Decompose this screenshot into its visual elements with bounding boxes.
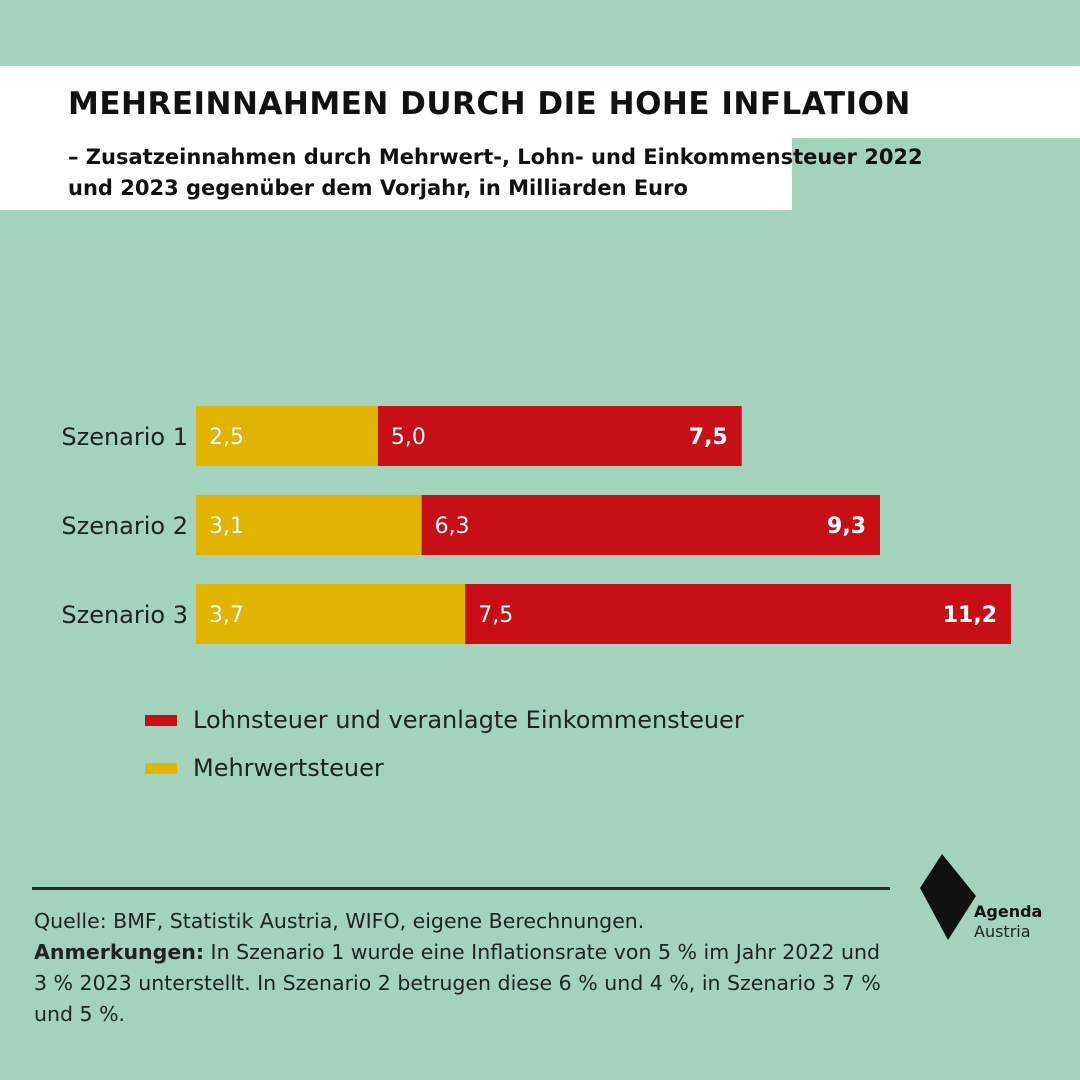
chart-subtitle: – Zusatzeinnahmen durch Mehrwert-, Lohn-… <box>68 145 923 200</box>
legend-item-lohnsteuer: Lohnsteuer und veranlagte Einkommensteue… <box>145 696 744 744</box>
total-label-szenario-3: 11,2 <box>943 603 997 628</box>
bar-mehrwertsteuer-szenario-2 <box>196 495 422 555</box>
bar-mehrwertsteuer-szenario-3 <box>196 584 466 644</box>
bar-lohnsteuer-und-veranlagte-einkommensteuer-szenario-1 <box>377 406 742 466</box>
logo-text-austria: Austria <box>974 922 1031 941</box>
legend-swatch-mehrwertsteuer <box>145 762 177 774</box>
category-label-szenario-2: Szenario 2 <box>61 512 188 540</box>
remarks-label: Anmerkungen: <box>34 940 205 964</box>
bar-lohnsteuer-und-veranlagte-einkommensteuer-szenario-3 <box>465 584 1011 644</box>
chart-title: MEHREINNAHMEN DURCH DIE HOHE INFLATION <box>68 86 911 122</box>
data-label-mehrwertsteuer-szenario-2: 3,1 <box>209 514 244 539</box>
bar-mehrwertsteuer-szenario-1 <box>196 406 378 466</box>
legend-label-mehrwertsteuer: Mehrwertsteuer <box>193 754 384 782</box>
total-label-szenario-2: 9,3 <box>827 514 866 539</box>
legend-swatch-lohnsteuer <box>145 714 177 726</box>
agenda-austria-logo: Agenda Austria <box>918 852 1058 948</box>
divider <box>32 887 890 890</box>
subtitle-banner <box>0 138 792 210</box>
category-label-szenario-1: Szenario 1 <box>61 423 188 451</box>
footer-notes: Quelle: BMF, Statistik Austria, WIFO, ei… <box>34 906 894 1030</box>
data-label-mehrwertsteuer-szenario-3: 3,7 <box>209 603 244 628</box>
chart-legend: Lohnsteuer und veranlagte Einkommensteue… <box>145 696 744 792</box>
logo-text-agenda: Agenda <box>974 902 1043 921</box>
bar-lohnsteuer-und-veranlagte-einkommensteuer-szenario-2 <box>421 495 881 555</box>
remarks-text: In Szenario 1 wurde eine Inflationsrate … <box>34 940 881 1026</box>
category-label-szenario-3: Szenario 3 <box>61 601 188 629</box>
total-label-szenario-1: 7,5 <box>689 425 728 450</box>
remarks-note: Anmerkungen: In Szenario 1 wurde eine In… <box>34 937 894 1030</box>
stacked-bar-chart: Szenario 1 2,5 5,0 7,5 Szenario 2 3,1 6,3 9,3 Sz… <box>61 406 1011 644</box>
data-label-mehrwertsteuer-szenario-1: 2,5 <box>209 425 244 450</box>
header-banner <box>0 66 1080 138</box>
data-label-lohnsteuer-und-veranlagte-einkommensteuer-szenario-2: 6,3 <box>435 514 470 539</box>
data-label-lohnsteuer-und-veranlagte-einkommensteuer-szenario-1: 5,0 <box>391 425 426 450</box>
data-label-lohnsteuer-und-veranlagte-einkommensteuer-szenario-3: 7,5 <box>478 603 513 628</box>
logo-mark-icon <box>920 854 976 940</box>
source-note: Quelle: BMF, Statistik Austria, WIFO, ei… <box>34 909 645 933</box>
legend-item-mehrwertsteuer: Mehrwertsteuer <box>145 744 744 792</box>
legend-label-lohnsteuer: Lohnsteuer und veranlagte Einkommensteue… <box>193 706 744 734</box>
